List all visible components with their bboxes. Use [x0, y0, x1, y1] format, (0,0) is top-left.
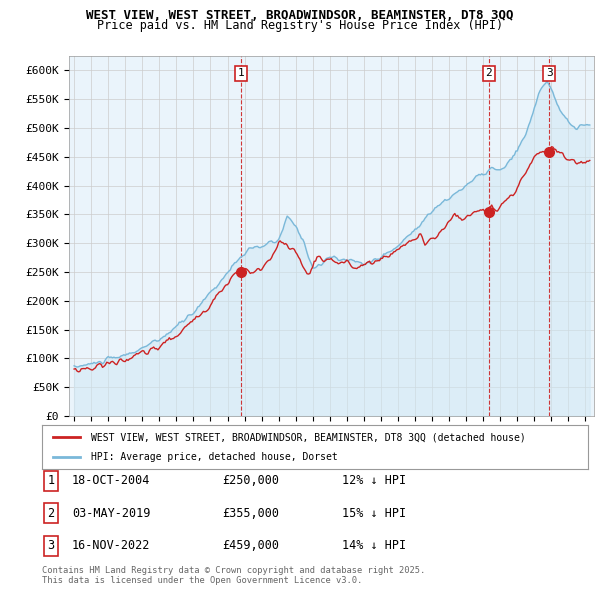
Text: WEST VIEW, WEST STREET, BROADWINDSOR, BEAMINSTER, DT8 3QQ: WEST VIEW, WEST STREET, BROADWINDSOR, BE… — [86, 9, 514, 22]
Text: £459,000: £459,000 — [222, 539, 279, 552]
Text: £250,000: £250,000 — [222, 474, 279, 487]
Text: 1: 1 — [238, 68, 244, 78]
Text: 16-NOV-2022: 16-NOV-2022 — [72, 539, 151, 552]
Text: WEST VIEW, WEST STREET, BROADWINDSOR, BEAMINSTER, DT8 3QQ (detached house): WEST VIEW, WEST STREET, BROADWINDSOR, BE… — [91, 432, 526, 442]
Text: 14% ↓ HPI: 14% ↓ HPI — [342, 539, 406, 552]
Text: 12% ↓ HPI: 12% ↓ HPI — [342, 474, 406, 487]
Text: 3: 3 — [546, 68, 553, 78]
Text: HPI: Average price, detached house, Dorset: HPI: Average price, detached house, Dors… — [91, 452, 338, 461]
Text: £355,000: £355,000 — [222, 507, 279, 520]
Text: Contains HM Land Registry data © Crown copyright and database right 2025.
This d: Contains HM Land Registry data © Crown c… — [42, 566, 425, 585]
Text: Price paid vs. HM Land Registry's House Price Index (HPI): Price paid vs. HM Land Registry's House … — [97, 19, 503, 32]
Text: 03-MAY-2019: 03-MAY-2019 — [72, 507, 151, 520]
Text: 18-OCT-2004: 18-OCT-2004 — [72, 474, 151, 487]
Text: 2: 2 — [47, 507, 55, 520]
Text: 15% ↓ HPI: 15% ↓ HPI — [342, 507, 406, 520]
Text: 2: 2 — [485, 68, 492, 78]
Text: 1: 1 — [47, 474, 55, 487]
Text: 3: 3 — [47, 539, 55, 552]
